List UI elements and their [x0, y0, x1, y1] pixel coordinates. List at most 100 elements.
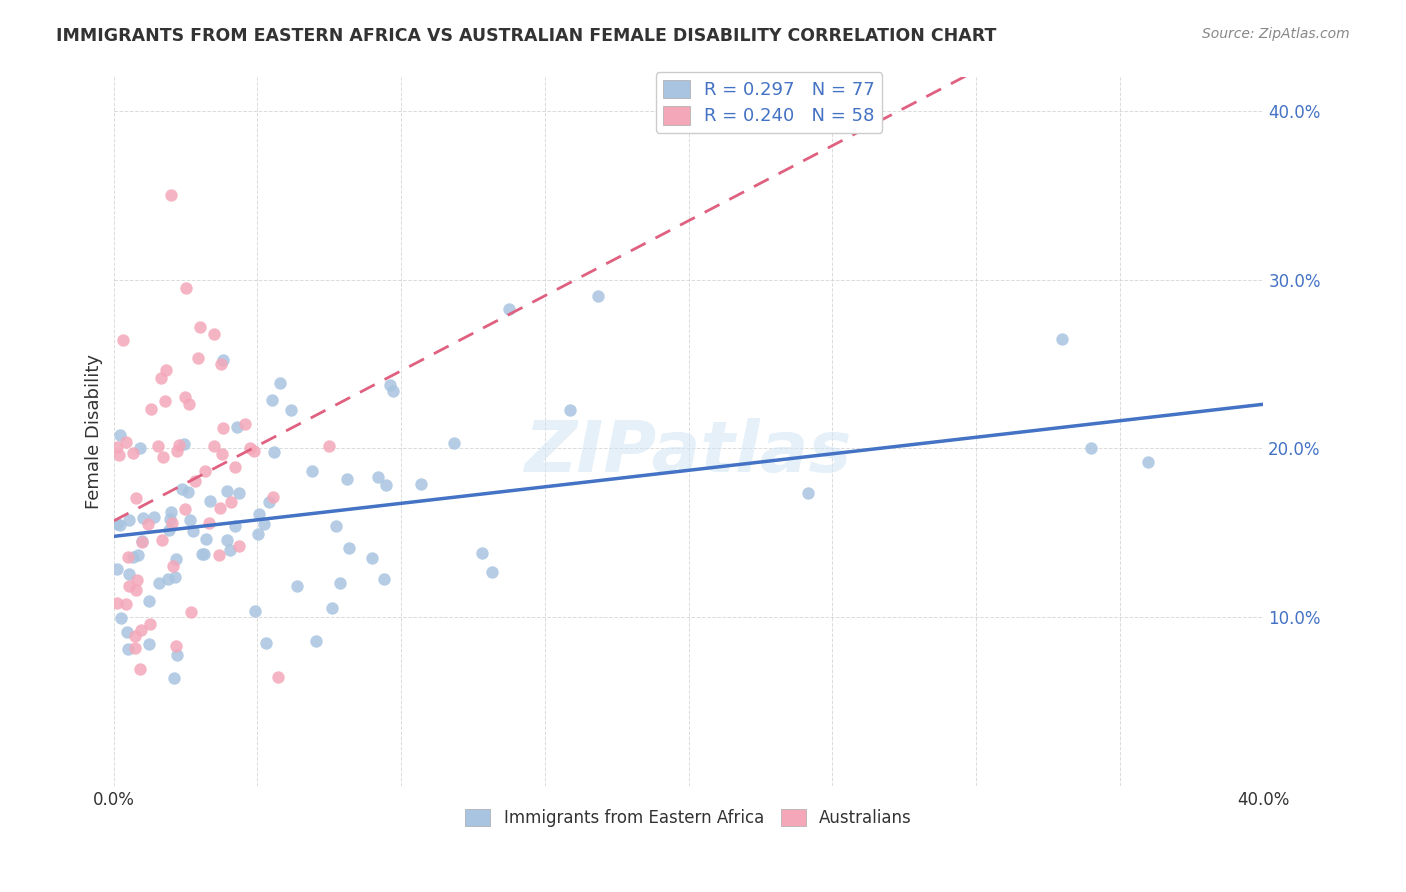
Point: [374, 478, 396, 492]
Point: [162, 671, 184, 685]
Point: [117, 550, 139, 565]
Point: [266, 670, 288, 684]
Point: [247, 508, 270, 522]
Point: [131, 533, 153, 548]
Point: [159, 512, 181, 526]
Point: [125, 582, 148, 597]
Point: [198, 493, 221, 508]
Point: [471, 546, 494, 560]
Point: [259, 495, 281, 509]
Point: [188, 320, 211, 334]
Point: [219, 495, 242, 509]
Point: [242, 443, 264, 458]
Point: [301, 464, 323, 478]
Point: [108, 518, 131, 533]
Point: [367, 470, 389, 484]
Point: [443, 436, 465, 450]
Point: [149, 370, 172, 384]
Text: ZIPatlas: ZIPatlas: [524, 418, 852, 487]
Point: [172, 482, 194, 496]
Point: [162, 516, 184, 530]
Point: [165, 639, 187, 653]
Point: [132, 511, 155, 525]
Point: [176, 485, 198, 500]
Point: [105, 596, 128, 610]
Point: [131, 534, 153, 549]
Point: [194, 533, 217, 547]
Point: [125, 573, 148, 587]
Point: [148, 576, 170, 591]
Point: [129, 662, 152, 676]
Point: [243, 604, 266, 618]
Point: [181, 524, 204, 538]
Point: [115, 435, 138, 450]
Point: [285, 579, 308, 593]
Point: [173, 390, 195, 404]
Point: [228, 486, 250, 500]
Point: [797, 485, 820, 500]
Point: [166, 443, 188, 458]
Point: [481, 566, 503, 580]
Point: [187, 351, 209, 366]
Point: [224, 460, 246, 475]
Point: [111, 333, 134, 347]
Point: [138, 637, 160, 651]
Text: Source: ZipAtlas.com: Source: ZipAtlas.com: [1202, 27, 1350, 41]
Point: [228, 539, 250, 553]
Point: [115, 597, 138, 611]
Point: [152, 533, 174, 547]
Point: [211, 352, 233, 367]
Point: [105, 440, 128, 454]
Point: [1137, 455, 1160, 469]
Point: [118, 578, 141, 592]
Point: [128, 441, 150, 455]
Point: [105, 562, 128, 576]
Point: [329, 576, 352, 591]
Point: [217, 533, 239, 547]
Point: [191, 547, 214, 561]
Point: [117, 642, 139, 657]
Point: [166, 648, 188, 663]
Point: [1050, 332, 1073, 346]
Legend: Immigrants from Eastern Africa, Australians: Immigrants from Eastern Africa, Australi…: [458, 803, 918, 834]
Point: [219, 542, 242, 557]
Point: [141, 401, 163, 416]
Point: [165, 552, 187, 566]
Point: [208, 501, 231, 516]
Point: [174, 281, 197, 295]
Point: [105, 516, 128, 531]
Point: [179, 397, 201, 411]
Point: [224, 519, 246, 533]
Point: [122, 446, 145, 460]
Point: [146, 439, 169, 453]
Point: [588, 288, 610, 302]
Point: [152, 450, 174, 465]
Point: [252, 516, 274, 531]
Point: [202, 439, 225, 453]
Point: [1080, 442, 1102, 456]
Point: [118, 512, 141, 526]
Point: [115, 625, 138, 640]
Point: [155, 363, 177, 377]
Point: [160, 188, 183, 202]
Point: [118, 566, 141, 581]
Point: [124, 641, 146, 656]
Point: [262, 393, 284, 408]
Point: [124, 629, 146, 643]
Point: [198, 516, 221, 531]
Point: [239, 441, 262, 455]
Point: [208, 548, 231, 562]
Point: [157, 572, 180, 586]
Point: [163, 570, 186, 584]
Point: [380, 378, 402, 392]
Point: [321, 601, 343, 615]
Point: [280, 403, 302, 417]
Point: [211, 448, 233, 462]
Point: [127, 549, 149, 563]
Point: [180, 605, 202, 619]
Point: [337, 541, 360, 555]
Point: [125, 491, 148, 505]
Point: [217, 484, 239, 499]
Point: [325, 518, 347, 533]
Point: [153, 393, 176, 408]
